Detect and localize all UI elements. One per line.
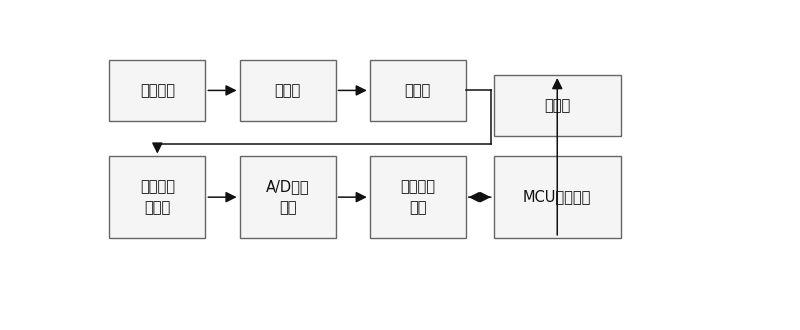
FancyBboxPatch shape — [110, 60, 206, 121]
Text: MCU微控制器: MCU微控制器 — [523, 190, 591, 205]
FancyBboxPatch shape — [239, 156, 336, 238]
Text: 数据缓存
模块: 数据缓存 模块 — [400, 179, 435, 215]
Text: 分光器: 分光器 — [274, 83, 301, 98]
Text: 样品槽: 样品槽 — [405, 83, 431, 98]
FancyBboxPatch shape — [494, 156, 621, 238]
FancyBboxPatch shape — [239, 60, 336, 121]
Text: 光源系统: 光源系统 — [140, 83, 175, 98]
FancyBboxPatch shape — [110, 156, 206, 238]
FancyBboxPatch shape — [370, 60, 466, 121]
FancyBboxPatch shape — [494, 75, 621, 136]
FancyBboxPatch shape — [370, 156, 466, 238]
Text: A/D转换
模块: A/D转换 模块 — [266, 179, 310, 215]
Text: 光纤探头
传感器: 光纤探头 传感器 — [140, 179, 175, 215]
Text: 显示器: 显示器 — [544, 98, 570, 113]
